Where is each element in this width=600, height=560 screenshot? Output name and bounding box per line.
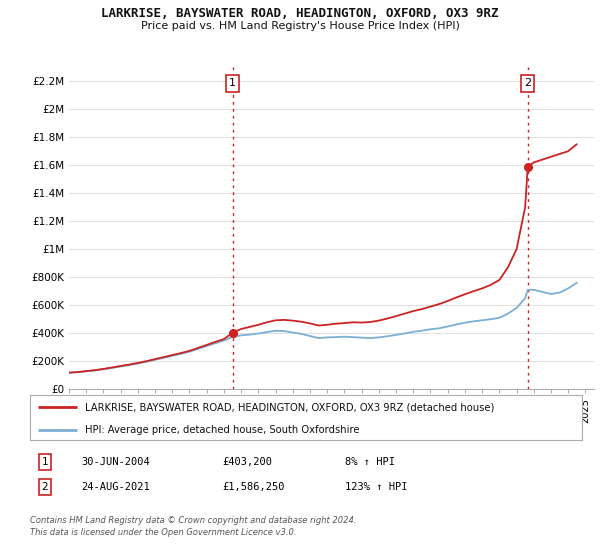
Text: 2: 2 xyxy=(524,78,531,88)
Text: 30-JUN-2004: 30-JUN-2004 xyxy=(81,457,150,467)
Text: 1: 1 xyxy=(229,78,236,88)
Text: 24-AUG-2021: 24-AUG-2021 xyxy=(81,482,150,492)
Text: £403,200: £403,200 xyxy=(222,457,272,467)
Text: Contains HM Land Registry data © Crown copyright and database right 2024.
This d: Contains HM Land Registry data © Crown c… xyxy=(30,516,356,537)
Text: 2: 2 xyxy=(41,482,49,492)
Text: Price paid vs. HM Land Registry's House Price Index (HPI): Price paid vs. HM Land Registry's House … xyxy=(140,21,460,31)
Text: HPI: Average price, detached house, South Oxfordshire: HPI: Average price, detached house, Sout… xyxy=(85,424,360,435)
Text: LARKRISE, BAYSWATER ROAD, HEADINGTON, OXFORD, OX3 9RZ: LARKRISE, BAYSWATER ROAD, HEADINGTON, OX… xyxy=(101,7,499,20)
Text: 1: 1 xyxy=(41,457,49,467)
Text: LARKRISE, BAYSWATER ROAD, HEADINGTON, OXFORD, OX3 9RZ (detached house): LARKRISE, BAYSWATER ROAD, HEADINGTON, OX… xyxy=(85,402,494,412)
Text: 123% ↑ HPI: 123% ↑ HPI xyxy=(345,482,407,492)
Text: £1,586,250: £1,586,250 xyxy=(222,482,284,492)
Text: 8% ↑ HPI: 8% ↑ HPI xyxy=(345,457,395,467)
